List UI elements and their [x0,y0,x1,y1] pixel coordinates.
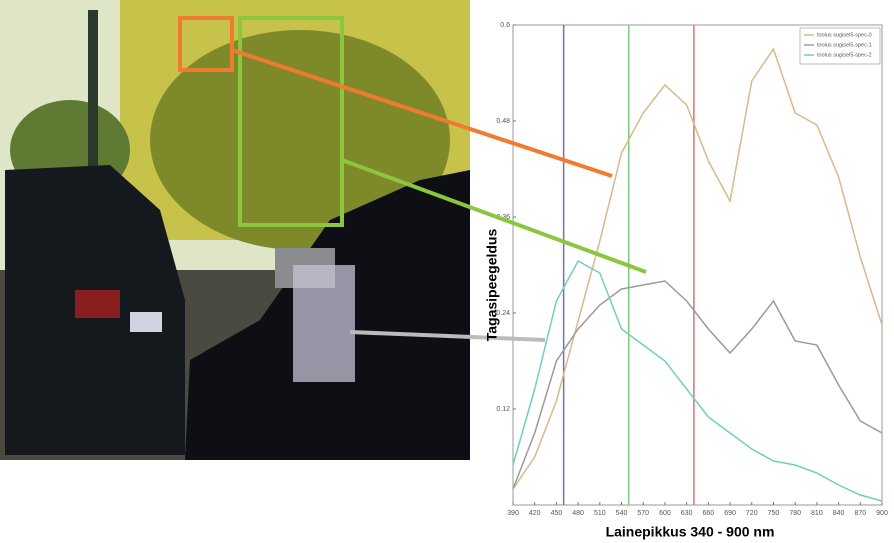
figure: 390 420 450 480 510 540 570 600 630 660 690 720 750 7… [0,0,894,543]
plate [130,312,162,332]
taillight [75,290,120,318]
x-tick-label: 720 [746,510,758,517]
x-tick-label: 750 [768,510,780,517]
x-tick-label: 900 [876,510,888,517]
x-tick-label: 390 [507,510,519,517]
x-tick-label: 600 [659,510,671,517]
legend-label: toolus sugisel5-spec-2 [817,52,872,58]
x-tick-label: 810 [811,510,823,517]
x-tick-label: 870 [854,510,866,517]
x-tick-label: 420 [529,510,541,517]
y-tick-label: 0.48 [496,118,510,125]
y-axis-label: Tagasipeegeldus [484,229,500,342]
legend-label: toolus sugisel5-spec-0 [817,32,872,38]
photo [0,0,470,460]
x-tick-label: 540 [616,510,628,517]
x-tick-label: 570 [637,510,649,517]
chart-bg [470,0,894,543]
y-tick-label: 0.6 [500,22,510,29]
legend-label: toolus sugisel5-spec-1 [817,42,872,48]
y-tick-label: 0.12 [496,406,510,413]
x-tick-label: 780 [789,510,801,517]
x-tick-label: 840 [833,510,845,517]
x-tick-label: 630 [681,510,693,517]
x-tick-label: 510 [594,510,606,517]
x-tick-label: 690 [724,510,736,517]
x-tick-label: 660 [703,510,715,517]
x-axis-label: Lainepikkus 340 - 900 nm [606,524,775,540]
pole [88,10,98,180]
x-tick-label: 450 [551,510,563,517]
sample-box [293,265,355,382]
x-tick-label: 480 [572,510,584,517]
